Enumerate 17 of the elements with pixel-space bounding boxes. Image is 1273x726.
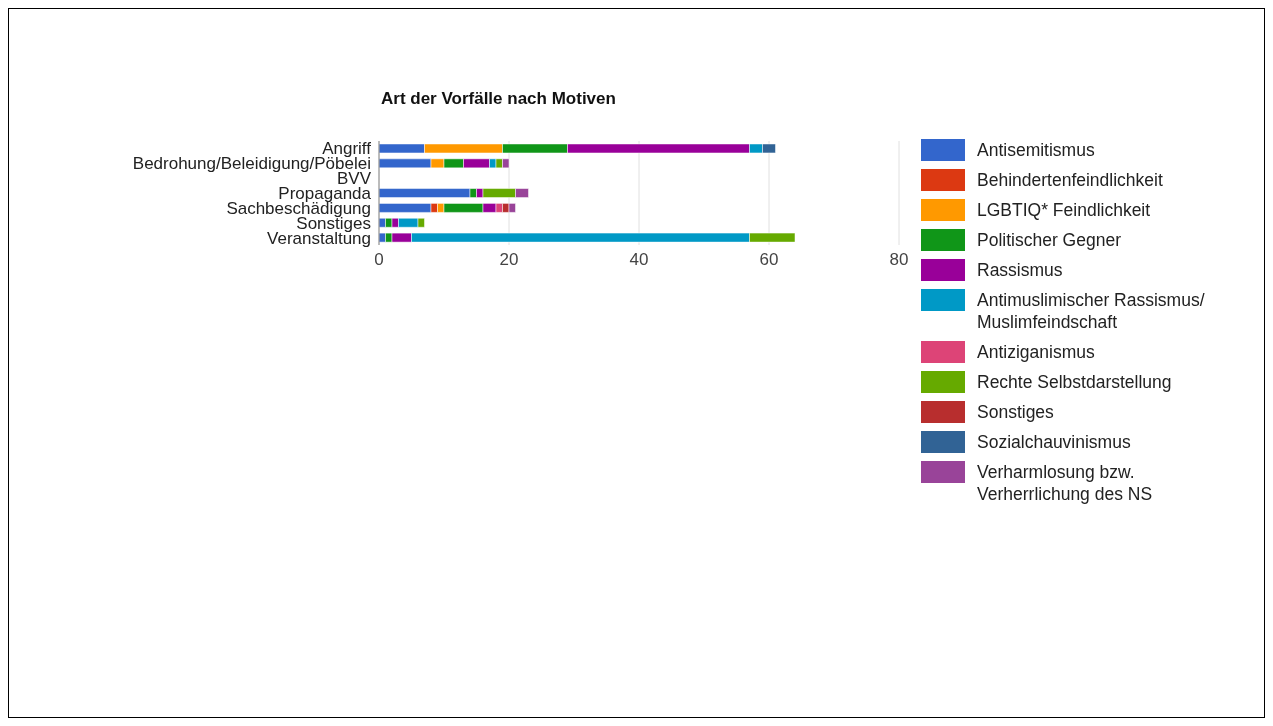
legend-label: Antiziganismus [977, 341, 1096, 363]
legend-label: Sonstiges [977, 401, 1055, 423]
legend-label: LGBTIQ* Feindlichkeit [977, 199, 1152, 221]
x-tick-label: 60 [759, 250, 779, 270]
legend-label: Verharmlosung bzw. Verherrlichung des NS [977, 461, 1154, 505]
legend-label: Antisemitismus [977, 139, 1096, 161]
legend-label: Politischer Gegner [977, 229, 1122, 251]
legend-label: Rechte Selbstdarstellung [977, 371, 1173, 393]
x-tick-label: 0 [374, 250, 384, 270]
chart-title: Art der Vorfälle nach Motiven [381, 89, 616, 109]
x-tick-label: 40 [629, 250, 649, 270]
x-tick-label: 80 [889, 250, 909, 270]
legend-label: Antimuslimischer Rassismus/ Muslimfeindschaft [977, 289, 1206, 333]
legend-label: Behindertenfeindlichkeit [977, 169, 1164, 191]
legend-label: Rassismus [977, 259, 1064, 281]
x-tick-label: 20 [499, 250, 519, 270]
legend-label: Sozialchauvinismus [977, 431, 1132, 453]
